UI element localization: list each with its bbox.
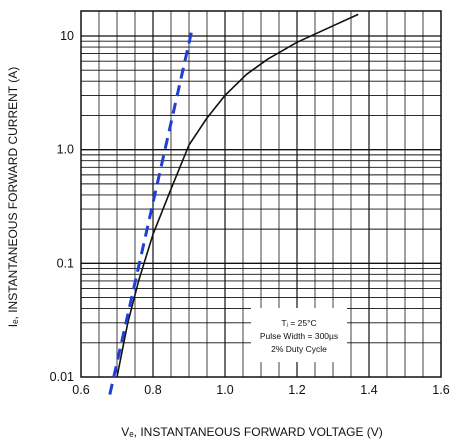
- x-tick-label: 1.4: [360, 383, 377, 397]
- annotation-line: 2% Duty Cycle: [271, 344, 327, 354]
- x-tick-label: 1.0: [216, 383, 233, 397]
- solid-series-line: [116, 13, 359, 378]
- y-tick-label: 0.1: [57, 256, 74, 270]
- dashed-series-line: [108, 26, 195, 395]
- y-tick-label: 0.01: [50, 370, 74, 384]
- y-tick-label: 1.0: [57, 143, 74, 157]
- annotation-background: [251, 308, 347, 362]
- x-tick-label: 0.8: [144, 383, 161, 397]
- y-axis-label: Iₑ, INSTANTANEOUS FORWARD CURRENT (A): [6, 67, 20, 327]
- annotation-line: Tⱼ = 25°C: [281, 318, 316, 328]
- test-conditions-annotation: Tⱼ = 25°C Pulse Width = 300µs 2% Duty Cy…: [251, 308, 347, 362]
- y-tick-label: 10: [60, 29, 74, 43]
- y-tick-labels: 0.01 0.1 1.0 10: [50, 29, 74, 384]
- x-tick-label: 1.2: [288, 383, 305, 397]
- x-tick-labels: 0.6 0.8 1.0 1.2 1.4 1.6: [72, 383, 449, 397]
- series-group: [108, 13, 359, 395]
- x-axis-label: Vₑ, INSTANTANEOUS FORWARD VOLTAGE (V): [121, 425, 383, 439]
- annotation-line: Pulse Width = 300µs: [260, 331, 338, 341]
- plot-frame: [80, 10, 442, 378]
- x-tick-label: 0.6: [72, 383, 89, 397]
- x-tick-label: 1.6: [432, 383, 449, 397]
